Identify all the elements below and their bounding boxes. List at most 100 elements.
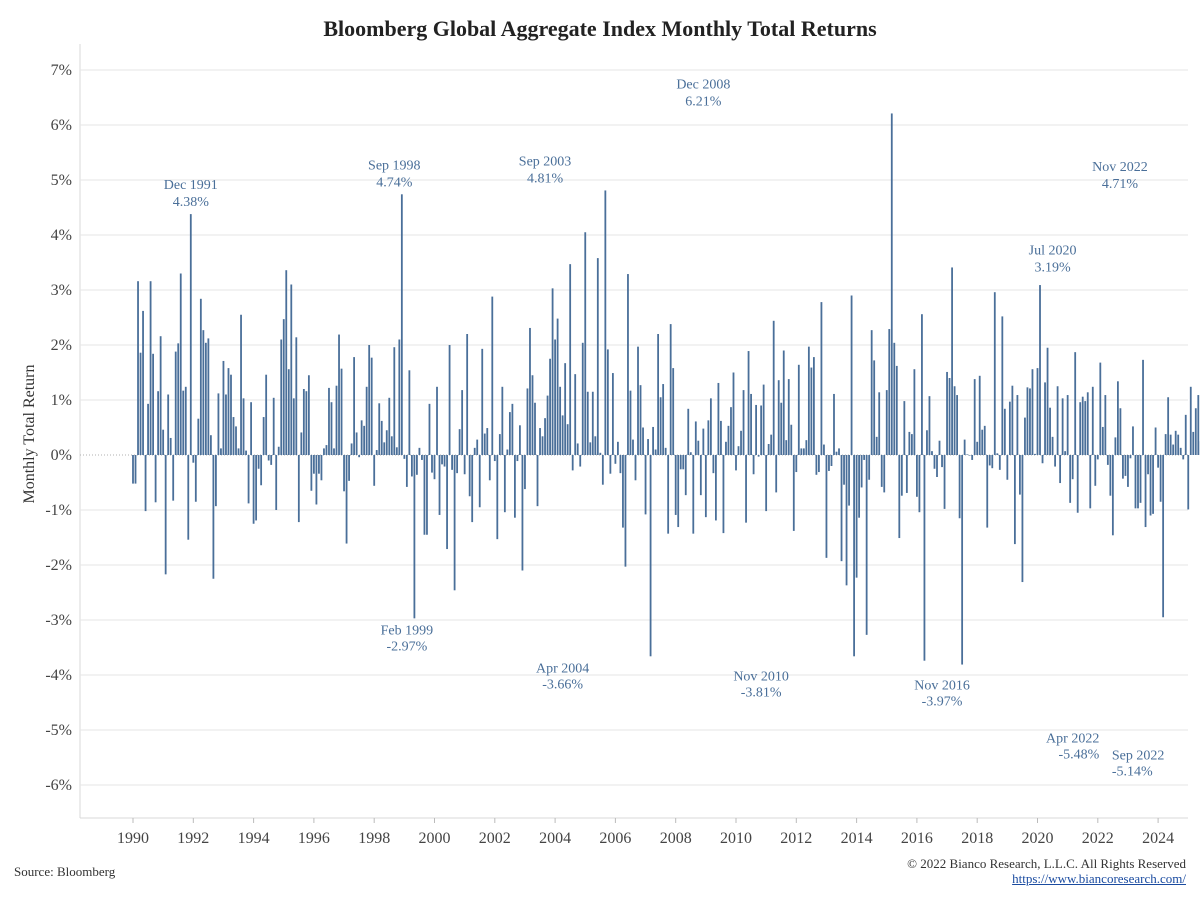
bar <box>617 441 619 455</box>
bar <box>993 292 996 455</box>
y-tick-label: -3% <box>45 612 72 629</box>
bar <box>870 330 873 455</box>
annotation-value: -2.97% <box>386 639 427 654</box>
bar <box>466 334 469 455</box>
bar <box>606 349 609 455</box>
bar <box>1081 396 1084 455</box>
bar <box>144 455 147 512</box>
bar <box>1119 408 1122 455</box>
bar <box>1174 430 1177 455</box>
bar <box>1046 347 1049 455</box>
bar <box>134 455 137 484</box>
bar <box>863 455 866 460</box>
bar <box>903 401 906 455</box>
bar <box>355 432 358 455</box>
x-tick-label: 2020 <box>1022 830 1054 847</box>
y-tick-label: 6% <box>51 117 72 134</box>
bar <box>747 351 750 455</box>
bar <box>634 455 637 481</box>
bar <box>619 455 622 474</box>
bar <box>850 295 853 455</box>
bar <box>1011 385 1014 455</box>
bar <box>1187 455 1190 510</box>
bar <box>343 455 345 492</box>
bar <box>865 455 868 635</box>
bar <box>157 391 160 455</box>
bar <box>290 284 293 455</box>
chart-title: Bloomberg Global Aggregate Index Monthly… <box>323 16 877 41</box>
bar <box>858 455 861 518</box>
bar <box>305 391 308 455</box>
bar <box>265 374 268 455</box>
bar <box>295 337 298 455</box>
bar <box>662 384 665 455</box>
bar <box>624 455 627 567</box>
bar <box>448 345 451 455</box>
bar <box>812 357 815 455</box>
bar <box>325 445 328 455</box>
bar <box>358 455 361 458</box>
bar <box>963 439 966 455</box>
bar <box>742 390 745 455</box>
bar <box>785 440 788 455</box>
bar <box>262 417 265 455</box>
bar <box>948 378 951 455</box>
bar <box>182 390 185 455</box>
bar <box>1152 455 1154 514</box>
bar <box>1061 398 1064 455</box>
bar <box>961 455 964 665</box>
bar <box>790 424 793 455</box>
bar <box>855 455 858 578</box>
bar <box>1051 436 1054 455</box>
bar <box>760 405 763 455</box>
x-tick-label: 2024 <box>1142 830 1174 847</box>
bar <box>1016 395 1019 455</box>
y-tick-label: -6% <box>45 777 72 794</box>
annotation-date: Nov 2022 <box>1092 160 1148 175</box>
bar <box>802 448 805 455</box>
bar <box>586 391 589 455</box>
bar <box>971 455 974 460</box>
bar <box>549 358 551 455</box>
bar <box>1122 455 1124 479</box>
bar <box>192 455 195 463</box>
bar <box>1031 369 1034 455</box>
bar <box>154 455 157 503</box>
bar <box>795 455 798 473</box>
bar <box>488 455 491 481</box>
bar <box>315 455 318 505</box>
bar <box>1029 388 1031 455</box>
bar <box>956 395 958 455</box>
bar <box>1104 395 1107 455</box>
bar <box>709 398 712 455</box>
bar <box>272 397 275 455</box>
bar <box>159 336 162 455</box>
bar <box>471 455 474 523</box>
bar <box>923 455 926 661</box>
bar <box>845 455 848 586</box>
bar <box>835 451 838 455</box>
bar <box>1154 427 1157 455</box>
bar <box>230 374 232 455</box>
bar <box>410 455 413 477</box>
bar <box>830 455 833 466</box>
bar <box>699 455 702 496</box>
bar <box>825 455 828 558</box>
bar <box>232 417 235 455</box>
bar <box>147 403 149 455</box>
bar <box>546 395 549 455</box>
bar <box>805 440 808 455</box>
bar <box>423 455 426 535</box>
bar <box>1084 401 1087 455</box>
bar <box>531 375 534 455</box>
y-tick-label: 1% <box>51 392 72 409</box>
bar <box>187 455 190 540</box>
bar <box>860 455 863 488</box>
website-link[interactable]: https://www.biancoresearch.com/ <box>1012 871 1186 886</box>
annotation-date: Apr 2004 <box>536 661 589 676</box>
bar <box>574 374 577 455</box>
bar <box>880 455 883 487</box>
bar <box>297 455 300 523</box>
bar <box>458 429 461 455</box>
